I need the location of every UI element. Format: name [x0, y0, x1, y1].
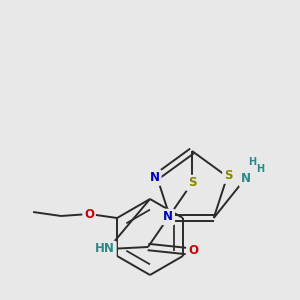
Text: H: H: [256, 164, 264, 174]
Text: S: S: [224, 169, 233, 182]
Text: N: N: [241, 172, 251, 185]
Text: H: H: [248, 157, 256, 167]
Text: O: O: [84, 208, 94, 220]
Text: S: S: [188, 176, 196, 190]
Text: O: O: [188, 244, 198, 257]
Text: N: N: [150, 171, 160, 184]
Text: HN: HN: [95, 242, 115, 256]
Text: N: N: [163, 210, 173, 224]
